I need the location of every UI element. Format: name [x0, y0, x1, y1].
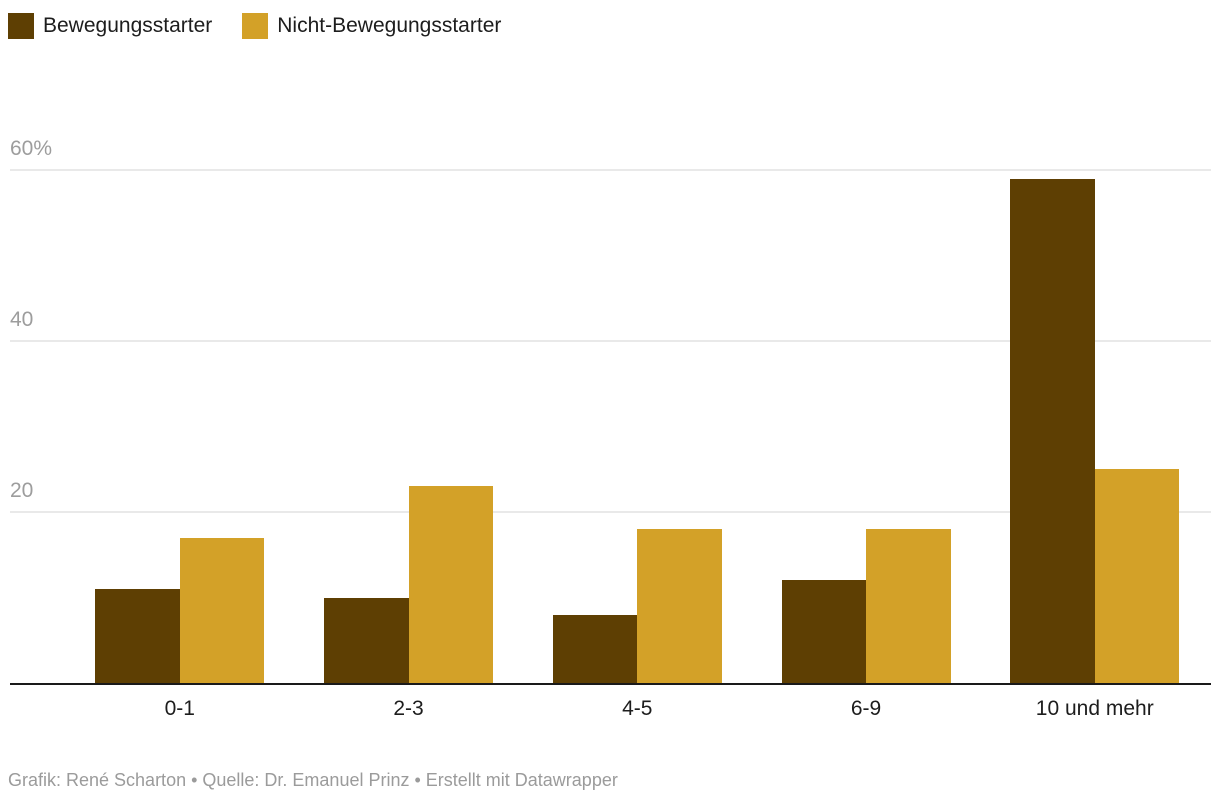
bar-nicht-bewegungsstarter-4-5 — [637, 529, 722, 683]
x-axis-category-label-0-1: 0-1 — [164, 697, 195, 720]
legend: Bewegungsstarter Nicht-Bewegungsstarter — [8, 13, 501, 39]
bar-nicht-bewegungsstarter-6-9 — [866, 529, 951, 683]
x-axis-category-label-4-5: 4-5 — [622, 697, 653, 720]
legend-swatch-nicht-bewegungsstarter — [242, 13, 269, 39]
bar-nicht-bewegungsstarter-10-und-mehr — [1094, 469, 1180, 683]
y-axis-tick-label-60: 60% — [10, 137, 53, 160]
gridline-40 — [10, 340, 1211, 342]
legend-item-bewegungsstarter: Bewegungsstarter — [8, 13, 212, 39]
bar-bewegungsstarter-6-9 — [781, 580, 866, 683]
y-axis-tick-label-20: 20 — [10, 479, 34, 502]
bar-bewegungsstarter-0-1 — [95, 588, 180, 683]
bar-bewegungsstarter-10-und-mehr — [1010, 178, 1095, 683]
legend-label-nicht-bewegungsstarter: Nicht-Bewegungsstarter — [277, 14, 502, 37]
x-axis-category-label-2-3: 2-3 — [393, 697, 424, 720]
x-axis-category-label-6-9: 6-9 — [850, 697, 882, 720]
legend-swatch-bewegungsstarter — [8, 13, 34, 39]
x-axis-category-label-10-und-mehr: 10 und mehr — [1035, 697, 1154, 720]
legend-label-bewegungsstarter: Bewegungsstarter — [43, 14, 213, 37]
bar-nicht-bewegungsstarter-0-1 — [179, 537, 265, 683]
footer-attribution: Grafik: René Scharton • Quelle: Dr. Eman… — [8, 770, 618, 790]
bar-bewegungsstarter-2-3 — [324, 597, 409, 683]
bar-bewegungsstarter-4-5 — [552, 614, 638, 683]
bar-nicht-bewegungsstarter-2-3 — [408, 486, 493, 683]
y-axis-tick-label-40: 40 — [10, 308, 34, 331]
x-axis-line — [10, 683, 1211, 685]
gridline-60 — [10, 169, 1211, 171]
legend-item-nicht-bewegungsstarter: Nicht-Bewegungsstarter — [242, 13, 501, 39]
gridline-20 — [10, 511, 1211, 513]
